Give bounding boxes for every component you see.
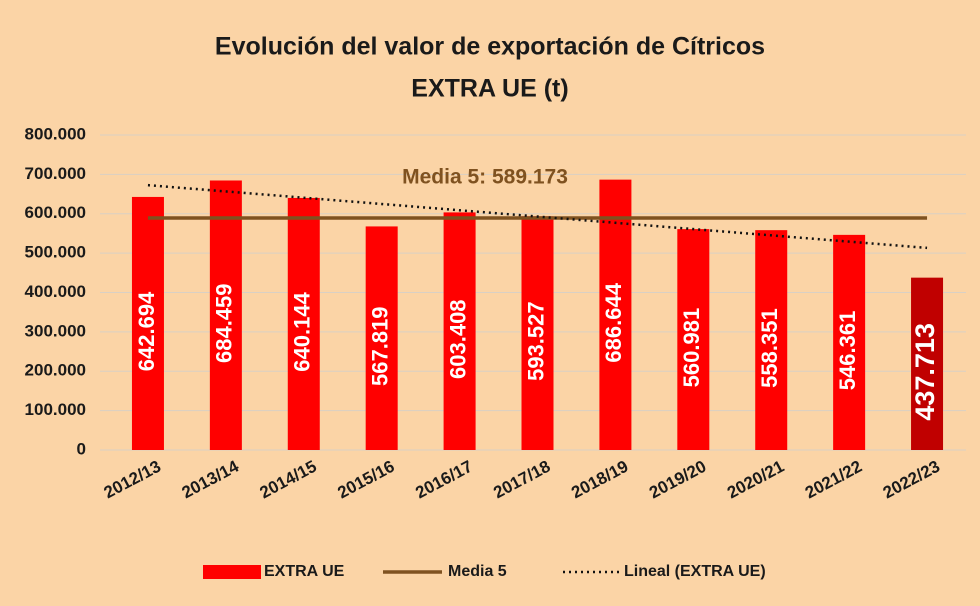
value-label: 684.459 [212, 283, 237, 363]
x-tick-label: 2018/19 [568, 457, 631, 503]
value-label: 560.981 [679, 308, 704, 388]
x-tick-label: 2013/14 [179, 456, 243, 502]
bar [365, 226, 398, 450]
legend-label: Media 5 [448, 563, 507, 580]
value-label: 558.351 [757, 308, 782, 388]
x-tick-label: 2021/22 [802, 457, 865, 503]
x-tick-label: 2014/15 [257, 457, 320, 503]
y-tick-label: 0 [77, 439, 86, 458]
value-label: 593.527 [523, 301, 548, 381]
value-label: 546.361 [835, 311, 860, 391]
y-tick-label: 200.000 [25, 361, 86, 380]
value-label: 640.144 [290, 291, 315, 371]
legend-label: EXTRA UE [264, 563, 345, 580]
y-tick-label: 400.000 [25, 282, 86, 301]
bar [677, 229, 710, 450]
bar [443, 212, 476, 450]
x-tick-label: 2017/18 [490, 457, 553, 503]
mean-label: Media 5: 589.173 [402, 166, 568, 189]
x-tick-label: 2020/21 [724, 457, 787, 503]
bar [599, 179, 632, 451]
chart-subtitle: EXTRA UE (t) [411, 75, 568, 103]
x-tick-label: 2019/20 [646, 457, 709, 503]
legend-swatch [203, 565, 261, 579]
bar [521, 216, 554, 450]
trend-line [147, 183, 928, 250]
bar [209, 180, 242, 450]
y-tick-label: 700.000 [25, 164, 86, 183]
chart-title: Evolución del valor de exportación de Cí… [215, 33, 765, 61]
bar [131, 196, 164, 450]
value-label: 603.408 [445, 299, 470, 379]
y-tick-label: 600.000 [25, 203, 86, 222]
value-label: 437.713 [910, 323, 940, 421]
legend-label: Lineal (EXTRA UE) [624, 563, 766, 580]
y-tick-label: 300.000 [25, 321, 86, 340]
bar [287, 197, 320, 450]
value-label: 642.694 [134, 291, 159, 371]
value-label: 567.819 [367, 306, 392, 386]
value-label: 686.644 [601, 282, 626, 362]
bar [911, 277, 944, 450]
bar [755, 230, 788, 450]
y-tick-label: 500.000 [25, 243, 86, 262]
y-tick-label: 800.000 [25, 124, 86, 143]
y-tick-label: 100.000 [25, 400, 86, 419]
x-tick-label: 2015/16 [334, 457, 397, 503]
x-tick-label: 2012/13 [101, 457, 164, 503]
bar [833, 234, 866, 450]
x-tick-label: 2016/17 [412, 457, 475, 503]
x-tick-label: 2022/23 [880, 457, 943, 503]
